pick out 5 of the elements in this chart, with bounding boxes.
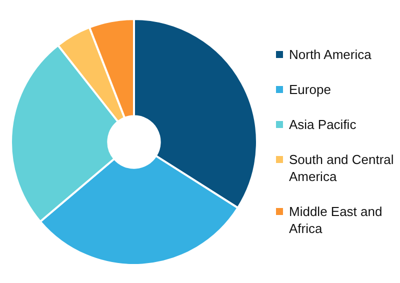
legend-label: South and Central America (289, 151, 395, 185)
legend-label: North America (289, 46, 372, 63)
legend-label: Europe (289, 81, 331, 98)
legend-label: Middle East and Africa (289, 203, 384, 237)
legend-label: Asia Pacific (289, 116, 356, 133)
